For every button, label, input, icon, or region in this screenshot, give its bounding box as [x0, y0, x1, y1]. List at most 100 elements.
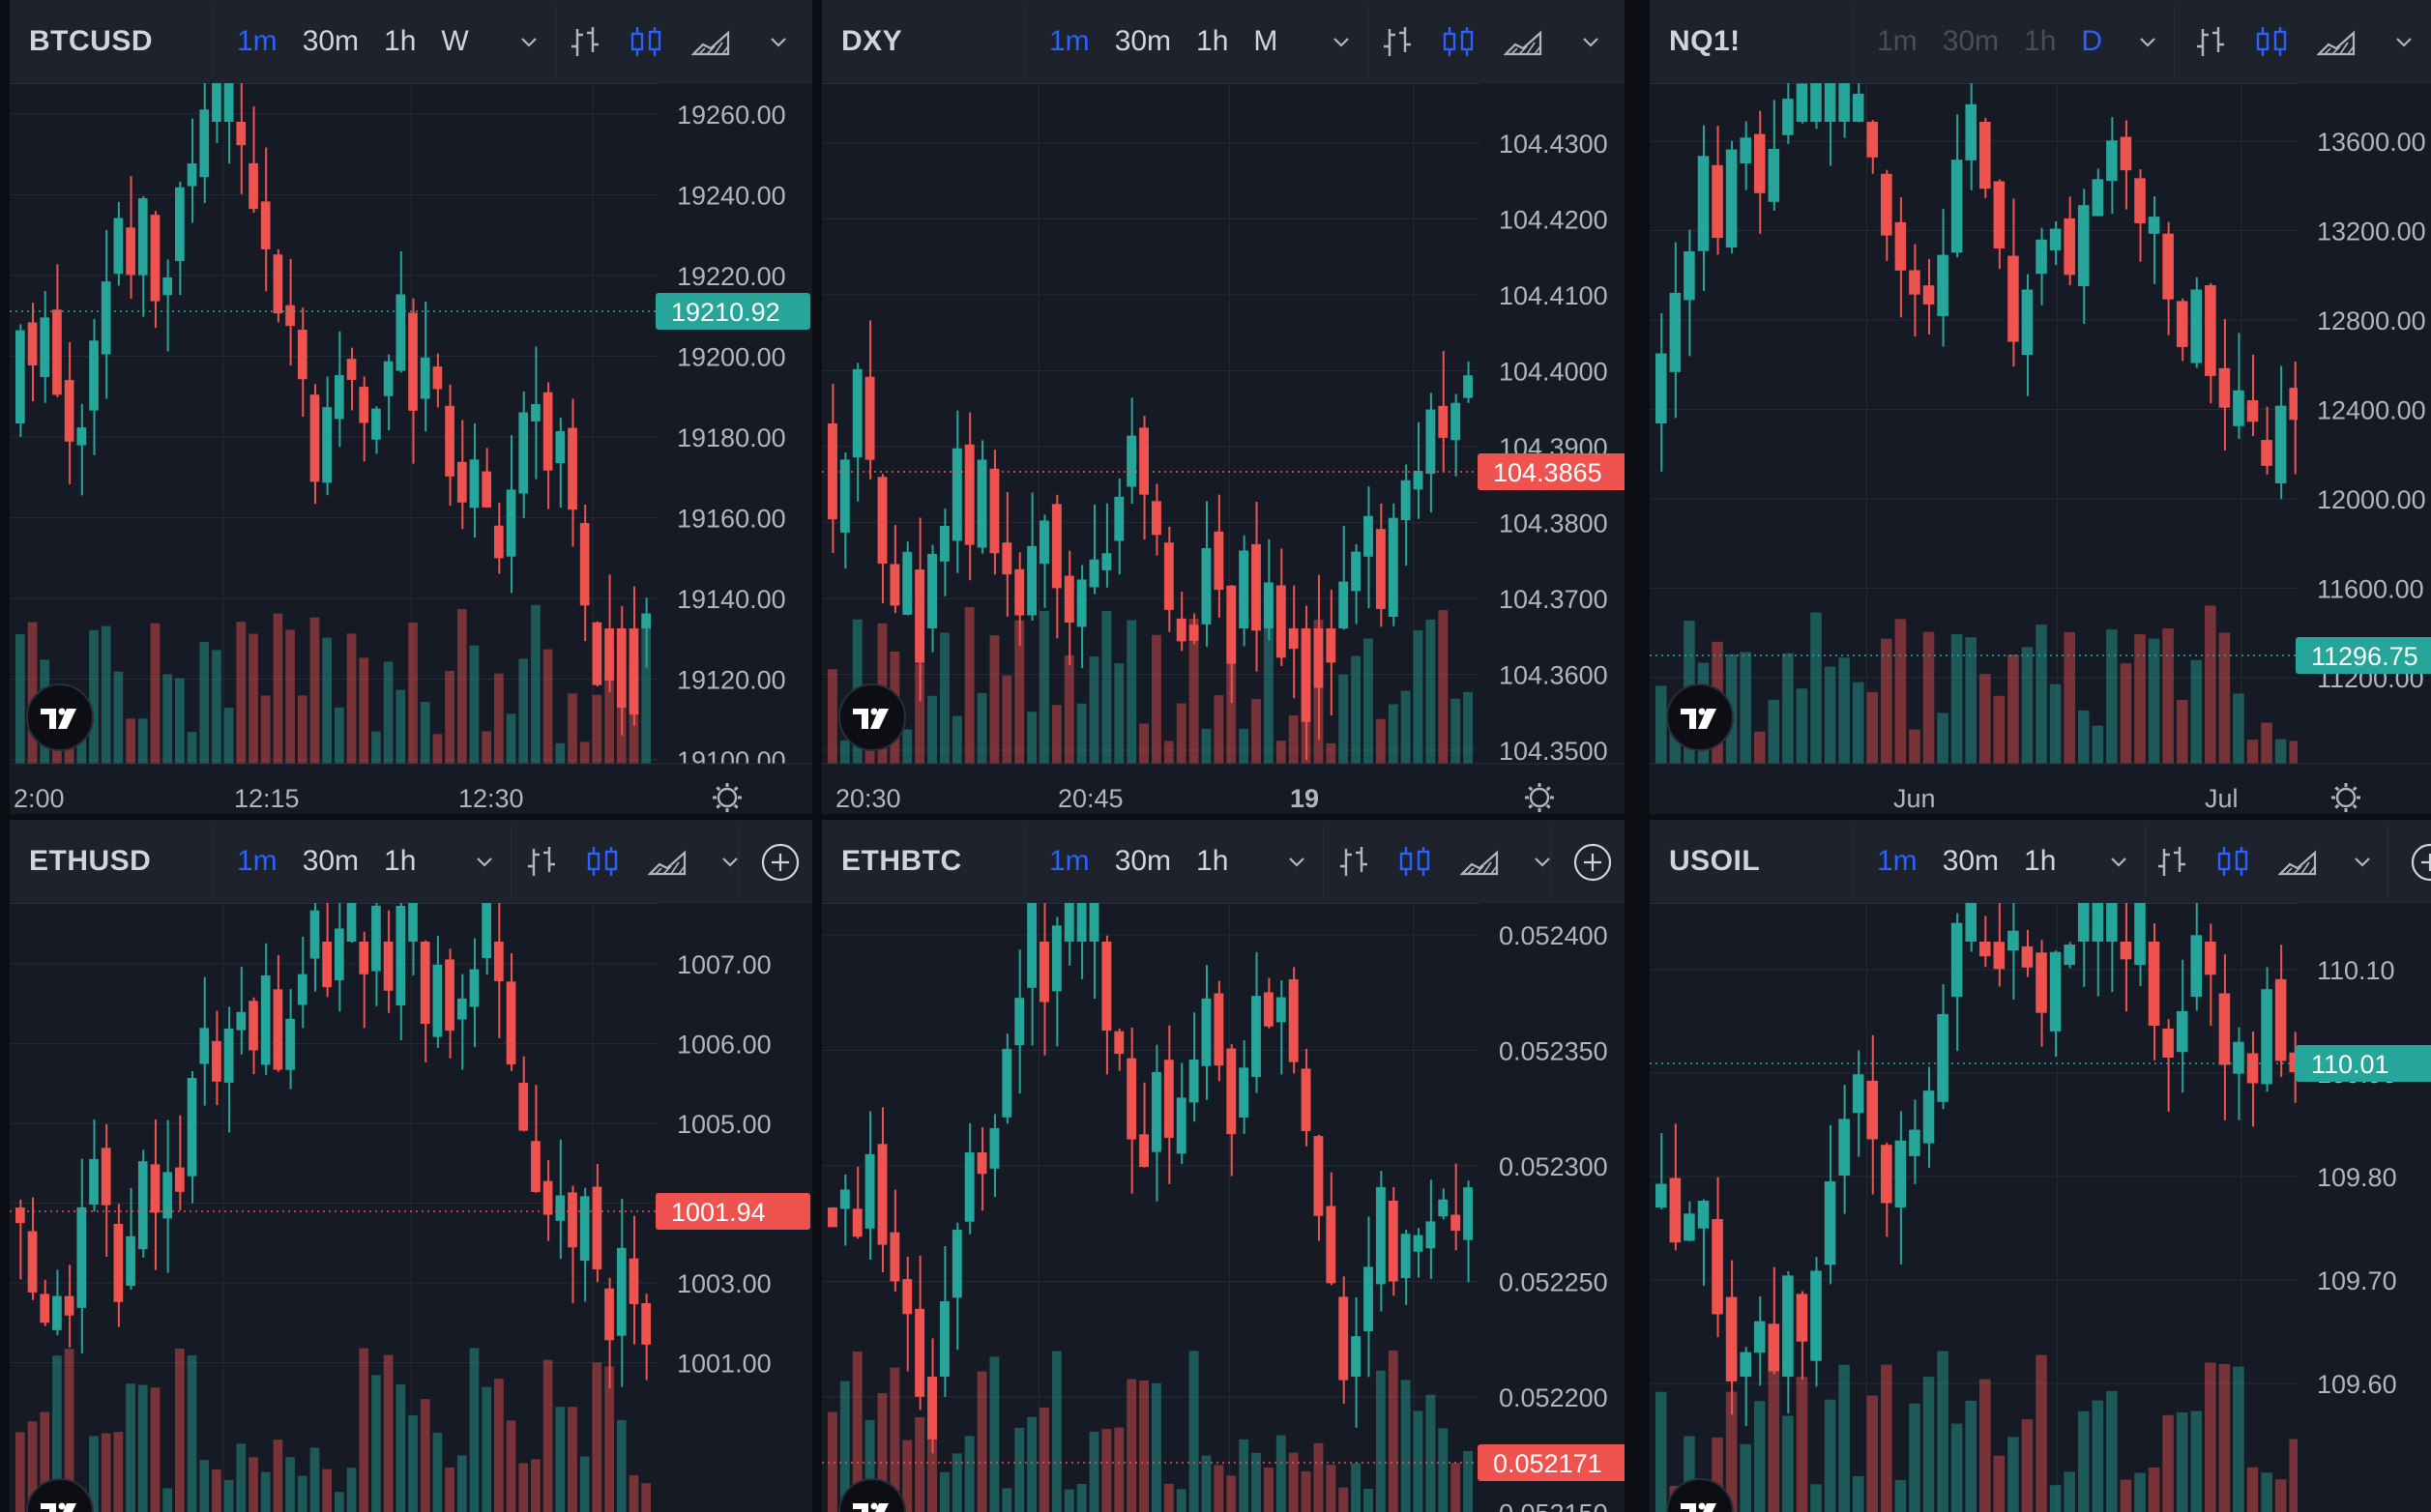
area-chart-icon[interactable] — [1504, 21, 1544, 62]
area-chart-icon[interactable] — [2317, 21, 2358, 62]
bar-chart-icon[interactable] — [522, 841, 563, 882]
candle-body — [1226, 1048, 1237, 1135]
chevron-down-icon[interactable] — [1576, 27, 1605, 56]
settings-gear-icon[interactable] — [2331, 783, 2360, 812]
timeframe-30m[interactable]: 30m — [1114, 25, 1172, 57]
area-chart-icon[interactable] — [648, 841, 688, 882]
area-chart-icon[interactable] — [2278, 841, 2319, 882]
timeframe-1m[interactable]: 1m — [237, 845, 278, 877]
timeframe-1m[interactable]: 1m — [1049, 845, 1090, 877]
chart-panel-usoil[interactable]: USOIL 1m 30m 1h 110.10109.90109.80109.70109.… — [1650, 820, 2431, 1512]
candle-body — [1152, 501, 1161, 536]
timeframe-1h[interactable]: 1h — [384, 845, 417, 877]
timeframe-30m[interactable]: 30m — [1114, 845, 1172, 877]
area-chart-icon[interactable] — [1460, 841, 1501, 882]
add-chart-icon[interactable] — [759, 841, 802, 884]
settings-gear-icon[interactable] — [713, 783, 742, 812]
candle-body — [126, 1236, 135, 1286]
candle-body — [309, 394, 320, 482]
timeframe-d[interactable]: D — [2081, 25, 2103, 57]
price-axis[interactable] — [2298, 903, 2431, 1512]
chevron-down-icon[interactable] — [2389, 27, 2418, 56]
chevron-down-icon[interactable] — [764, 27, 793, 56]
candle-body — [322, 407, 332, 483]
candles-icon[interactable] — [1438, 21, 1479, 62]
price-axis[interactable] — [1479, 903, 1625, 1512]
chevron-down-icon[interactable] — [716, 847, 745, 876]
chevron-down-icon[interactable] — [2348, 847, 2377, 876]
timeframe-m[interactable]: M — [1253, 25, 1278, 57]
timeframe-30m[interactable]: 30m — [302, 25, 360, 57]
timeframe-w[interactable]: W — [441, 25, 469, 57]
volume-bar — [2274, 739, 2287, 764]
candles-icon[interactable] — [1394, 841, 1435, 882]
price-chart[interactable]: 1007.001006.001005.001004.001003.001001.… — [10, 903, 812, 1512]
volume-bar — [1076, 1484, 1087, 1512]
chart-panel-dxy[interactable]: DXY 1m 30m 1h M 104.4300 104.4200 104.4100 104.4… — [822, 0, 1625, 814]
time-axis[interactable] — [822, 764, 1625, 814]
candle-body — [1810, 83, 1822, 122]
chart-panel-ethusd[interactable]: ETHUSD 1m 30m 1h 1007.001006.001005.001004.0… — [10, 820, 812, 1512]
candles-icon[interactable] — [2212, 841, 2253, 882]
chevron-down-icon[interactable] — [2133, 27, 2162, 56]
volume-bar — [199, 642, 210, 764]
chevron-down-icon[interactable] — [470, 847, 499, 876]
symbol-name[interactable]: ETHUSD — [29, 845, 152, 877]
timeframe-1m[interactable]: 1m — [1877, 845, 1918, 877]
bar-chart-icon[interactable] — [1378, 21, 1419, 62]
symbol-name[interactable]: USOIL — [1669, 845, 1761, 877]
bar-chart-icon[interactable] — [1334, 841, 1375, 882]
timeframe-1h[interactable]: 1h — [1196, 25, 1229, 57]
timeframe-1h[interactable]: 1h — [384, 25, 417, 57]
volume-bar — [641, 617, 651, 764]
volume-bar — [113, 1432, 124, 1512]
candle-body — [469, 969, 480, 1007]
chart-panel-nq1[interactable]: NQ1! 1m 30m 1h D 13600.00 13200.00 12800.00 1240… — [1650, 0, 2431, 814]
volume-bar — [1326, 742, 1336, 764]
chevron-down-icon[interactable] — [1528, 847, 1557, 876]
price-chart[interactable]: 0.052400 0.052350 0.052300 0.052250 0.052200… — [822, 903, 1625, 1512]
candle-body — [2007, 255, 2019, 342]
time-axis[interactable] — [1650, 764, 2431, 814]
timeframe-30m[interactable]: 30m — [302, 845, 360, 877]
symbol-name[interactable]: BTCUSD — [29, 25, 153, 57]
timeframe-1h[interactable]: 1h — [2024, 845, 2057, 877]
volume-bar — [1176, 703, 1186, 764]
chevron-down-icon[interactable] — [1282, 847, 1311, 876]
bar-chart-icon[interactable] — [2153, 841, 2193, 882]
timeframe-1m[interactable]: 1m — [1049, 25, 1090, 57]
timeframe-30m[interactable]: 30m — [1942, 845, 2000, 877]
candles-icon[interactable] — [626, 21, 666, 62]
price-tick-label: 12400.00 — [2317, 396, 2426, 425]
candle-body — [531, 1141, 541, 1192]
candle-body — [1288, 628, 1299, 650]
timeframe-30m[interactable]: 30m — [1942, 25, 2000, 57]
price-axis[interactable] — [658, 83, 812, 764]
price-axis[interactable] — [1479, 83, 1625, 764]
add-chart-icon[interactable] — [1571, 841, 1614, 884]
chart-panel-ethbtc[interactable]: ETHBTC 1m 30m 1h 0.052400 0.052350 0.052300 0.0… — [822, 820, 1625, 1512]
symbol-name[interactable]: DXY — [841, 25, 903, 57]
symbol-name[interactable]: NQ1! — [1669, 25, 1741, 57]
settings-gear-icon[interactable] — [1525, 783, 1554, 812]
timeframe-1h[interactable]: 1h — [1196, 845, 1229, 877]
bar-chart-icon[interactable] — [566, 21, 606, 62]
add-chart-icon[interactable] — [2409, 841, 2431, 884]
area-chart-icon[interactable] — [691, 21, 732, 62]
chevron-down-icon[interactable] — [2104, 847, 2133, 876]
candles-icon[interactable] — [582, 841, 623, 882]
bar-chart-icon[interactable] — [2191, 21, 2232, 62]
chevron-down-icon[interactable] — [514, 27, 543, 56]
timeframe-1m[interactable]: 1m — [237, 25, 278, 57]
chart-panel-btcusd[interactable]: BTCUSD 1m 30m 1h W 19260.00 19240.00 19220.00 19… — [10, 0, 812, 814]
price-chart[interactable]: 13600.00 13200.00 12800.00 12400.00 12000.00… — [1650, 83, 2431, 814]
timeframe-1m[interactable]: 1m — [1877, 25, 1918, 57]
price-chart[interactable]: 19260.00 19240.00 19220.00 19200.00 19180.00… — [10, 83, 812, 814]
candles-icon[interactable] — [2251, 21, 2292, 62]
chevron-down-icon[interactable] — [1327, 27, 1356, 56]
time-axis[interactable] — [10, 764, 812, 814]
price-chart[interactable]: 104.4300104.4200104.4100104.4000104.3900… — [822, 83, 1625, 814]
symbol-name[interactable]: ETHBTC — [841, 845, 962, 877]
timeframe-1h[interactable]: 1h — [2024, 25, 2057, 57]
